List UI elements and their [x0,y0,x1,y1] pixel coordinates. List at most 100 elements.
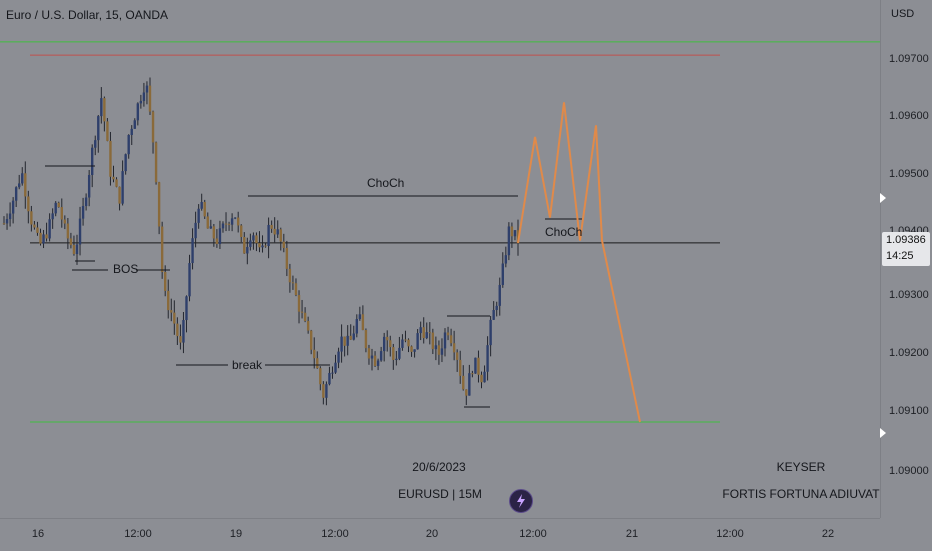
candle-body [404,339,407,341]
candle-body [91,147,94,175]
chart-area[interactable]: Euro / U.S. Dollar, 15, OANDA BOS break … [0,0,880,518]
candle-body [188,263,191,297]
candle-body [279,229,282,242]
candle-body [392,347,395,360]
candle-body [66,223,70,239]
choch-top-label: ChoCh [367,176,405,190]
candle-body [81,205,85,219]
candle-body [422,327,425,339]
candle-body [24,173,27,197]
time-tick: 21 [625,528,639,540]
candle-body [440,348,444,355]
date-caption: 20/6/2023 [412,460,466,474]
author-caption: KEYSER [776,460,826,474]
price-tick: 1.09600 [889,110,929,122]
candle-body [246,246,249,254]
candle-body [373,355,377,366]
motto-caption: FORTIS FORTUNA ADIUVAT [722,487,880,501]
candle-body [240,225,243,238]
candle-body [462,375,465,390]
candle-body [206,216,209,229]
candle-body [364,330,368,349]
candle-body [495,305,498,311]
candle-body [267,224,270,247]
price-tick: 1.09500 [889,168,929,180]
candle-body [459,359,462,376]
candle-body [2,223,6,225]
candle-body [270,224,273,229]
candle-body [300,311,304,313]
candle-body [507,226,511,256]
candle-body [309,330,313,350]
symbol-caption: EURUSD | 15M [398,487,482,501]
candle-body [501,263,504,285]
current-price-tag: 1.09386 14:25 [882,232,930,266]
candle-body [42,234,45,244]
candle-body [173,312,176,324]
lightning-logo-icon[interactable] [509,489,533,513]
candle-body [197,208,200,223]
candle-body [358,314,362,320]
candle-body [379,351,383,361]
candle-body [249,240,252,247]
candle-body [282,241,286,248]
candle-body [69,238,73,246]
candle-body [288,268,292,283]
candle-body [455,352,459,360]
bos-label: BOS [113,262,139,276]
candle-body [303,312,307,322]
candle-body [243,237,246,254]
price-tick: 1.09200 [889,347,929,359]
candle-body [176,323,179,337]
candle-body [382,336,386,352]
scroll-marker-icon[interactable] [880,428,886,438]
candle-body [367,348,371,359]
candle-body [449,335,453,344]
candle-body [352,333,355,340]
price-tick: 1.09700 [889,53,929,65]
candle-body [63,219,67,224]
candle-body [297,295,301,312]
scroll-marker-icon[interactable] [880,193,886,203]
candle-body [349,335,352,340]
candle-body [75,244,79,255]
candle-body [255,235,258,244]
time-tick: 20 [425,528,439,540]
candle-body [142,92,146,101]
candle-body [94,140,97,148]
price-tick: 1.09300 [889,289,929,301]
candle-body [489,319,492,346]
candle-body [179,336,182,343]
candle-body [57,202,60,208]
candle-body [252,235,255,241]
candle-body [416,333,419,350]
candle-body [72,245,76,255]
price-chart[interactable] [0,0,880,518]
candle-body [97,116,100,141]
candle-body [45,234,48,239]
candle-body [130,128,133,136]
candle-body [389,340,392,348]
candle-body [313,349,316,359]
candle-body [319,368,322,385]
time-axis[interactable]: 16 12:00 19 12:00 20 12:00 21 12:00 22 [0,518,880,551]
candle-body [483,371,486,383]
candle-body [452,343,456,353]
candle-body [121,171,124,204]
candle-body [398,347,401,359]
candle-body [215,238,219,244]
candle-body [167,290,170,311]
candle-body [160,226,164,273]
candle-body [33,224,36,228]
candle-body [39,232,42,244]
candle-body [136,103,140,121]
projection-path [517,102,641,423]
candle-body [346,335,349,346]
candle-body [334,362,337,373]
price-tick: 1.09000 [889,465,929,477]
price-axis[interactable]: USD 1.09700 1.09600 1.09500 1.09400 1.09… [880,0,932,518]
candle-body [185,296,188,321]
candle-body [513,230,517,237]
candle-body [221,223,225,229]
time-tick: 16 [31,528,45,540]
